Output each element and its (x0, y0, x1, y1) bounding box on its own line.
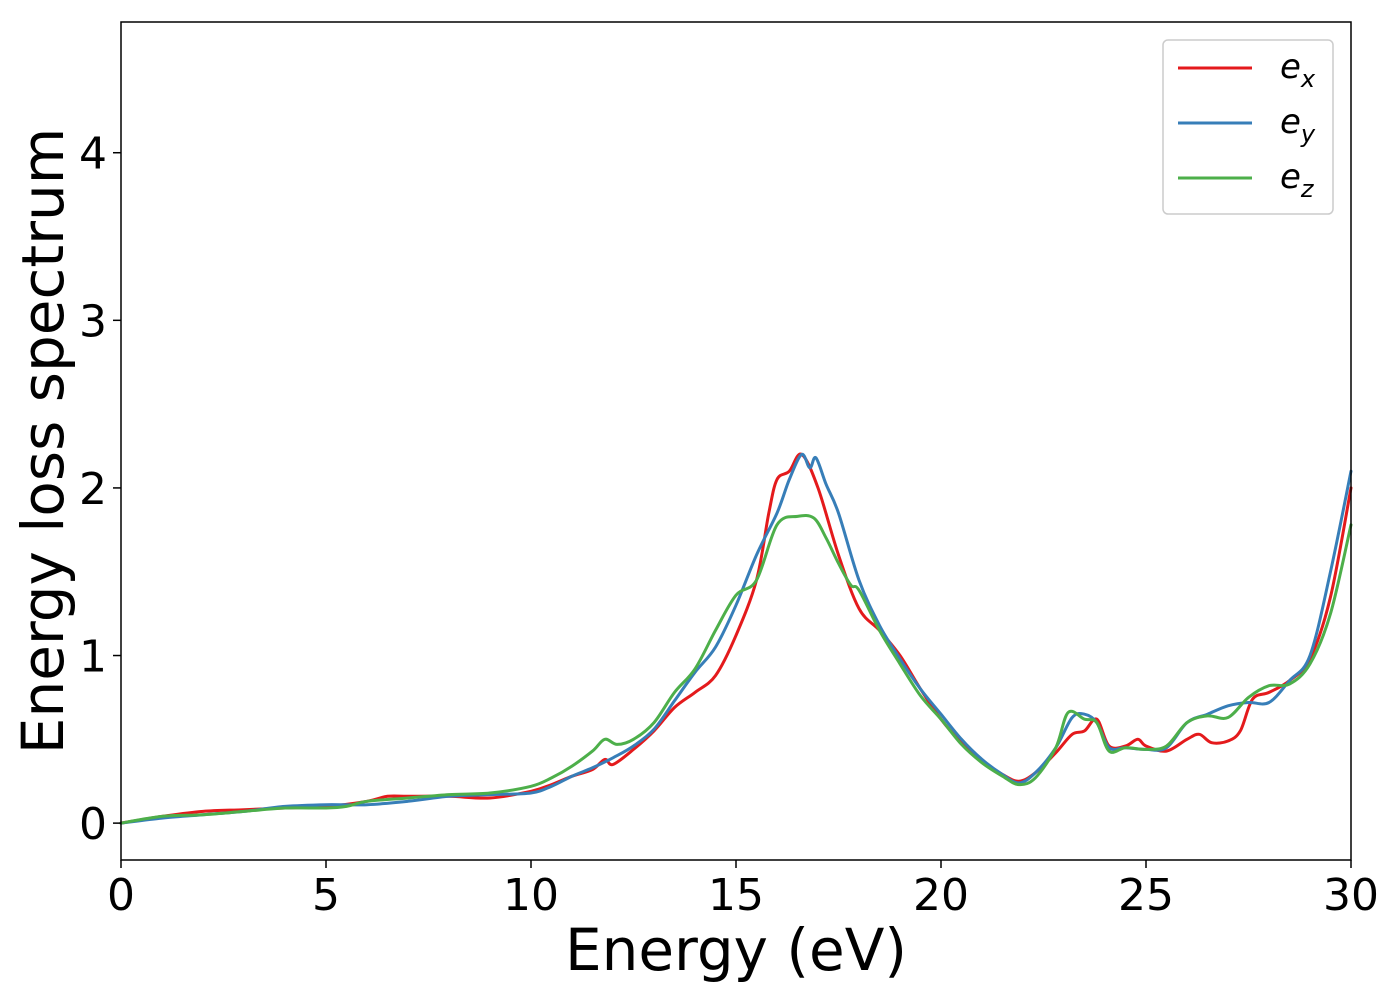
legend-box (1162, 39, 1334, 215)
y-tick-label: 0 (79, 799, 107, 850)
x-tick-label: 10 (503, 870, 559, 921)
x-tick-label: 0 (107, 870, 135, 921)
y-tick-label: 1 (79, 632, 107, 683)
series-line-e-z (119, 513, 1353, 825)
x-axis-label: Energy (eV) (565, 916, 907, 984)
x-tick-label: 15 (708, 870, 764, 921)
x-tick-label: 30 (1323, 870, 1379, 921)
legend-label: ez (1280, 157, 1315, 203)
plot-area (119, 452, 1353, 825)
series-line-e-x (119, 452, 1353, 825)
y-axis-label: Energy loss spectrum (9, 128, 77, 754)
x-tick-label: 5 (312, 870, 340, 921)
y-axis-ticks: 0 1 2 3 4 (79, 129, 121, 850)
y-tick-label: 4 (79, 129, 107, 180)
y-tick-label: 3 (79, 296, 107, 347)
x-tick-label: 20 (913, 870, 969, 921)
y-tick-label: 2 (79, 464, 107, 515)
x-axis-ticks: 0 5 10 15 20 25 30 (107, 860, 1379, 921)
x-tick-label: 25 (1118, 870, 1174, 921)
